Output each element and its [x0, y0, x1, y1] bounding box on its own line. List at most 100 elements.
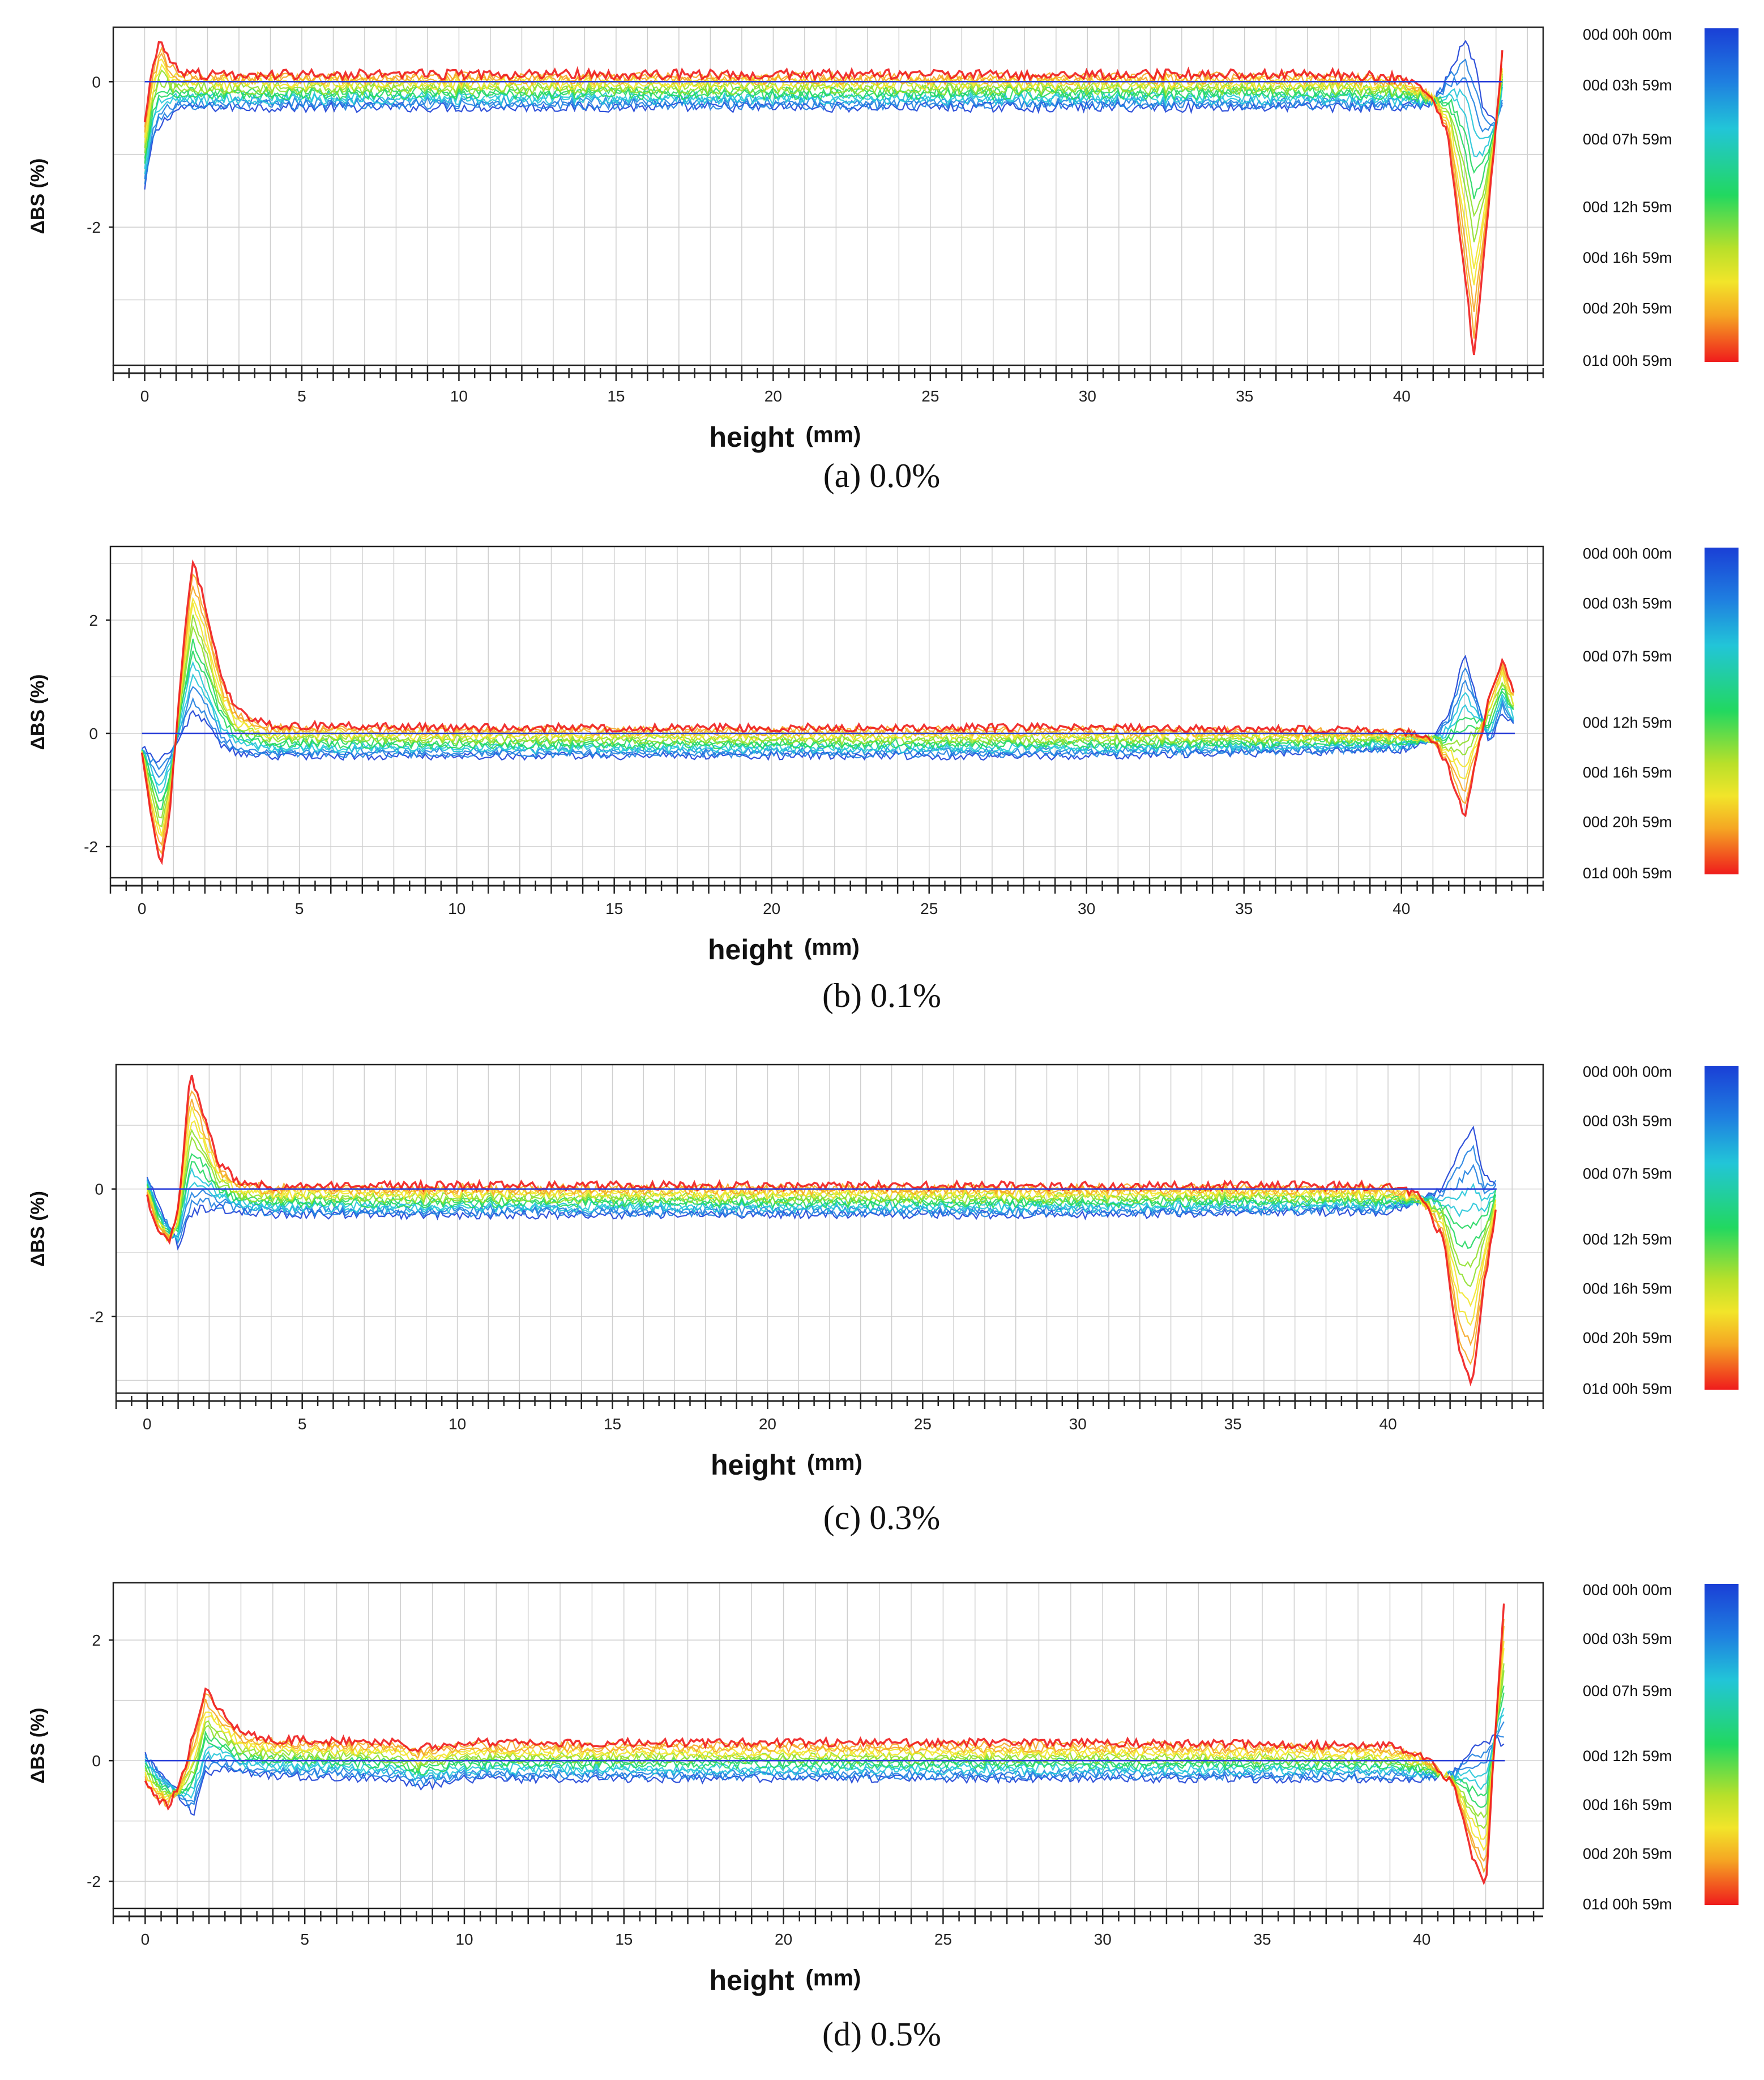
x-tick-label: 15: [615, 1930, 633, 1948]
legend-entry: 01d 00h 59m: [1583, 1380, 1672, 1397]
y-axis-title: ΔBS (%): [27, 1191, 49, 1267]
legend-entry: 00d 07h 59m: [1583, 648, 1672, 665]
legend-entry: 00d 20h 59m: [1583, 814, 1672, 831]
x-axis-unit: (mm): [806, 1966, 861, 1991]
x-axis-unit: (mm): [804, 935, 860, 960]
panel-caption: (d) 0.5%: [822, 2015, 941, 2053]
x-tick-label: 0: [143, 1415, 152, 1433]
series-line: [144, 75, 1503, 180]
legend-entry: 00d 20h 59m: [1583, 1329, 1672, 1346]
x-tick-label: 35: [1236, 387, 1253, 405]
series-line: [146, 1144, 1497, 1245]
plot-frame: [112, 1582, 1544, 1910]
x-tick-label: 25: [914, 1415, 932, 1433]
y-axis: 2 0 -2: [87, 1631, 113, 1890]
x-tick-label: 25: [920, 900, 938, 917]
x-tick-label: 25: [934, 1930, 952, 1948]
x-tick-label: 5: [297, 387, 306, 405]
x-tick-label: 30: [1078, 900, 1095, 917]
legend-entry: 00d 07h 59m: [1583, 1165, 1672, 1182]
x-tick-label: 0: [138, 900, 147, 917]
x-tick-label: 40: [1413, 1930, 1430, 1948]
legend-color-bar: [1705, 28, 1739, 362]
series-line: [144, 1721, 1505, 1803]
x-tick-label: 0: [140, 387, 150, 405]
legend-entry: 00d 16h 59m: [1583, 764, 1672, 781]
legend-entry: 00d 16h 59m: [1583, 1280, 1672, 1297]
series-line: [146, 1106, 1497, 1326]
y-axis-title: ΔBS (%): [27, 674, 49, 750]
x-tick-label: 20: [775, 1930, 792, 1948]
series-line: [146, 1164, 1497, 1238]
x-tick-label: 15: [604, 1415, 621, 1433]
x-tick-label: 5: [298, 1415, 307, 1433]
x-tick-label: 20: [759, 1415, 776, 1433]
x-axis-unit: (mm): [807, 1450, 862, 1475]
x-tick-label: 10: [450, 387, 468, 405]
x-axis: 0 5 10 15 20 25 30 35 40: [115, 1393, 1544, 1433]
y-tick-label: 0: [89, 725, 98, 742]
panel-caption: (a) 0.0%: [823, 457, 941, 494]
x-axis-title: height: [708, 934, 793, 966]
legend-entry: 00d 07h 59m: [1583, 131, 1672, 148]
series-line: [144, 69, 1503, 242]
series-group: [140, 559, 1515, 865]
series-line: [144, 1670, 1505, 1819]
legend: 00d 00h 00m 00d 03h 59m 00d 07h 59m 00d 12h…: [1583, 1582, 1739, 1912]
x-tick-label: 15: [605, 900, 623, 917]
legend-entry: 00d 12h 59m: [1583, 198, 1672, 215]
series-line: [144, 1692, 1505, 1797]
y-tick-label: 0: [95, 1181, 104, 1198]
legend-entry: 00d 00h 00m: [1583, 1064, 1672, 1080]
series-line: [144, 79, 1503, 199]
legend-entry: 00d 00h 00m: [1583, 1582, 1672, 1599]
legend-entry: 00d 00h 00m: [1583, 545, 1672, 562]
panel-caption: (c) 0.3%: [823, 1499, 941, 1536]
y-tick-label: -2: [87, 219, 101, 236]
legend-entry: 00d 03h 59m: [1583, 595, 1672, 612]
x-tick-label: 35: [1253, 1930, 1271, 1948]
series-line: [141, 679, 1514, 779]
y-tick-label: -2: [84, 838, 98, 856]
series-line: [144, 46, 1503, 339]
legend-entry: 00d 16h 59m: [1583, 249, 1672, 266]
x-tick-label: 30: [1094, 1930, 1112, 1948]
x-tick-label: 40: [1379, 1415, 1397, 1433]
legend-entry: 01d 00h 59m: [1583, 352, 1672, 369]
y-axis-title: ΔBS (%): [27, 1708, 49, 1784]
series-line: [146, 1074, 1497, 1387]
y-axis: 0 -2: [89, 1181, 116, 1326]
x-tick-label: 20: [763, 900, 780, 917]
legend-entry: 00d 20h 59m: [1583, 300, 1672, 317]
legend-entry: 00d 16h 59m: [1583, 1796, 1672, 1813]
legend-color-bar: [1705, 1066, 1739, 1390]
plot-frame: [112, 26, 1544, 366]
y-tick-label: 2: [92, 1631, 101, 1649]
y-axis: 2 0 -2: [84, 612, 110, 856]
x-tick-label: 30: [1069, 1415, 1087, 1433]
x-tick-label: 5: [295, 900, 304, 917]
series-line: [144, 1707, 1505, 1798]
legend-entry: 00d 03h 59m: [1583, 1113, 1672, 1130]
legend: 00d 00h 00m 00d 03h 59m 00d 07h 59m 00d 12h…: [1583, 26, 1739, 369]
y-tick-label: 0: [92, 73, 101, 91]
legend-color-bar: [1705, 1584, 1739, 1905]
x-tick-label: 30: [1079, 387, 1096, 405]
x-tick-label: 25: [921, 387, 939, 405]
x-tick-label: 10: [455, 1930, 473, 1948]
y-tick-label: 0: [92, 1752, 101, 1770]
x-tick-label: 10: [448, 900, 465, 917]
legend: 00d 00h 00m 00d 03h 59m 00d 07h 59m 00d 12h…: [1583, 545, 1739, 882]
legend-entry: 00d 03h 59m: [1583, 1630, 1672, 1647]
legend-entry: 01d 00h 59m: [1583, 1895, 1672, 1912]
legend-entry: 00d 12h 59m: [1583, 1231, 1672, 1248]
series-line: [144, 76, 1503, 217]
panel-caption: (b) 0.1%: [822, 977, 941, 1014]
legend: 00d 00h 00m 00d 03h 59m 00d 07h 59m 00d 12h…: [1583, 1064, 1739, 1397]
legend-entry: 00d 07h 59m: [1583, 1682, 1672, 1699]
x-tick-label: 35: [1224, 1415, 1242, 1433]
series-line: [140, 559, 1515, 865]
legend-entry: 01d 00h 59m: [1583, 865, 1672, 882]
y-tick-label: -2: [87, 1873, 101, 1890]
